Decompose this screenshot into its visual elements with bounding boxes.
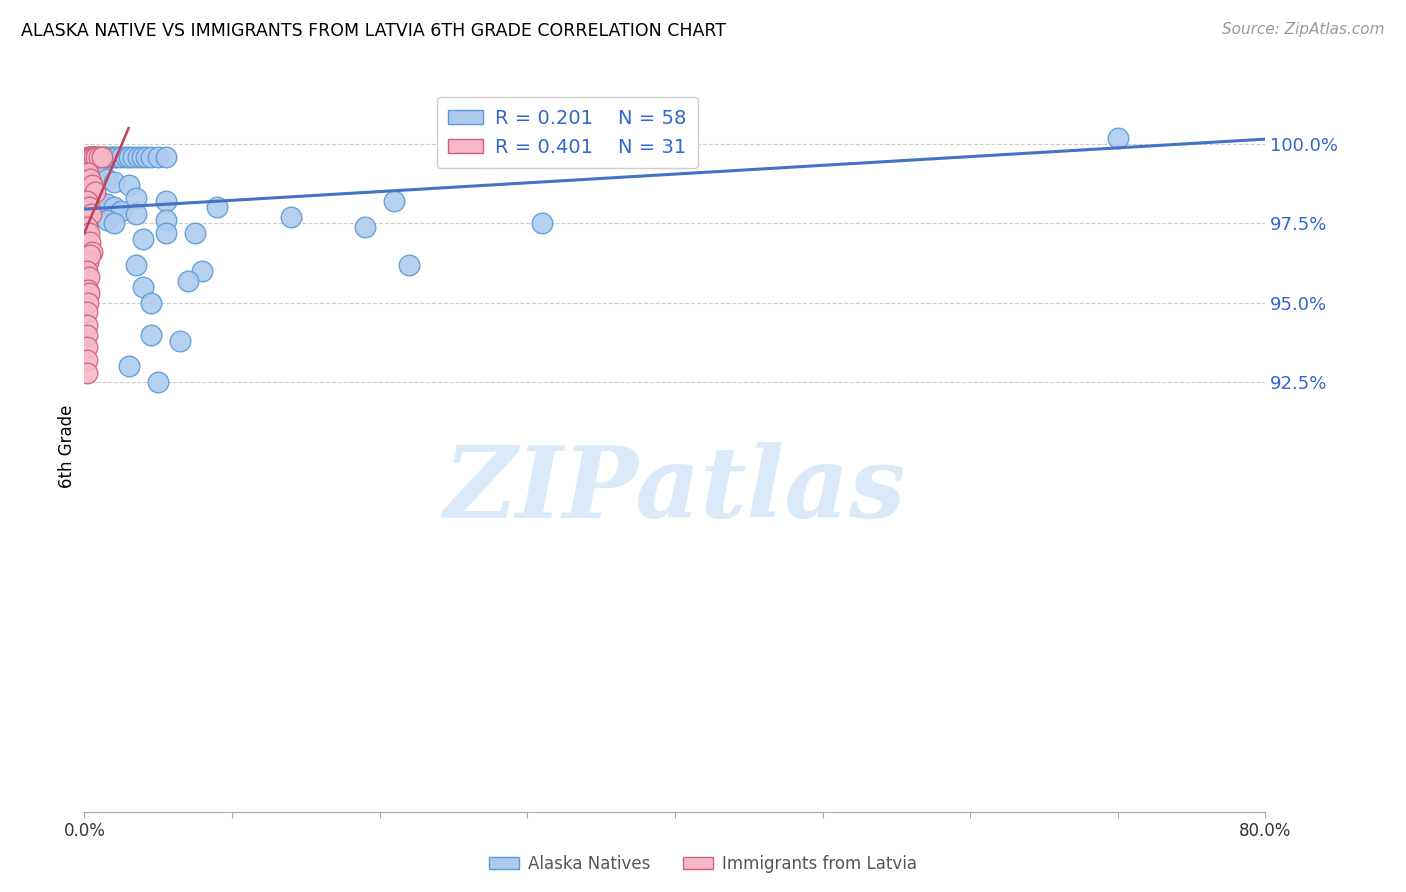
Point [77,254,100,268]
Point [177,274,200,288]
Point [76,264,98,278]
Point [184,226,207,240]
Point [191,264,214,278]
Point [382,194,406,208]
Point [135,150,157,164]
Point [87,150,111,164]
Point [80,169,103,183]
Point [79,185,101,199]
Point [139,296,162,310]
Point [87,169,111,183]
Point [83,150,105,164]
Point [83,191,105,205]
Point [122,150,145,164]
Point [100,150,122,164]
Point [84,150,107,164]
Point [80,245,103,260]
Point [96,172,118,186]
Legend: Alaska Natives, Immigrants from Latvia: Alaska Natives, Immigrants from Latvia [482,848,924,880]
Point [103,216,125,230]
Point [76,327,98,342]
Point [114,150,136,164]
Point [118,178,141,193]
Point [79,172,101,186]
Point [132,232,155,246]
Point [76,318,98,333]
Point [155,194,177,208]
Point [83,185,105,199]
Point [91,150,114,164]
Point [132,280,155,294]
Point [87,150,111,164]
Text: ZIPatlas: ZIPatlas [444,442,905,538]
Point [531,216,554,230]
Point [155,226,177,240]
Point [77,283,100,297]
Point [96,213,118,227]
Point [148,150,170,164]
Text: ALASKA NATIVE VS IMMIGRANTS FROM LATVIA 6TH GRADE CORRELATION CHART: ALASKA NATIVE VS IMMIGRANTS FROM LATVIA … [21,22,725,40]
Point [77,226,100,240]
Point [97,150,120,164]
Point [80,150,103,164]
Point [82,178,104,193]
Point [79,150,101,164]
Point [80,150,103,164]
Legend: R = 0.201    N = 58, R = 0.401    N = 31: R = 0.201 N = 58, R = 0.401 N = 31 [437,97,697,169]
Point [354,219,377,234]
Point [139,327,162,342]
Y-axis label: 6th Grade: 6th Grade [58,404,76,488]
Point [76,219,98,234]
Point [1107,130,1129,145]
Point [79,235,101,250]
Point [76,296,98,310]
Point [83,150,105,164]
Point [169,334,191,348]
Point [76,150,98,164]
Point [127,150,149,164]
Point [77,201,100,215]
Point [110,203,132,218]
Point [76,366,98,380]
Point [103,175,125,189]
Point [155,150,177,164]
Point [148,376,170,390]
Point [94,150,117,164]
Point [77,150,100,164]
Point [131,150,153,164]
Point [77,270,100,285]
Point [110,150,132,164]
Point [87,194,111,208]
Point [139,150,162,164]
Point [103,201,125,215]
Point [91,150,114,164]
Point [96,197,118,211]
Point [205,201,228,215]
Point [79,248,101,262]
Point [80,207,103,221]
Point [77,165,100,179]
Point [125,191,148,205]
Text: Source: ZipAtlas.com: Source: ZipAtlas.com [1222,22,1385,37]
Point [76,305,98,319]
Point [82,150,104,164]
Point [155,213,177,227]
Point [103,150,125,164]
Point [398,258,420,272]
Point [125,258,148,272]
Point [105,150,128,164]
Point [118,150,141,164]
Point [84,150,107,164]
Point [76,353,98,368]
Point [76,340,98,354]
Point [118,359,141,374]
Point [280,210,302,224]
Point [76,194,98,208]
Point [77,286,100,301]
Point [125,207,148,221]
